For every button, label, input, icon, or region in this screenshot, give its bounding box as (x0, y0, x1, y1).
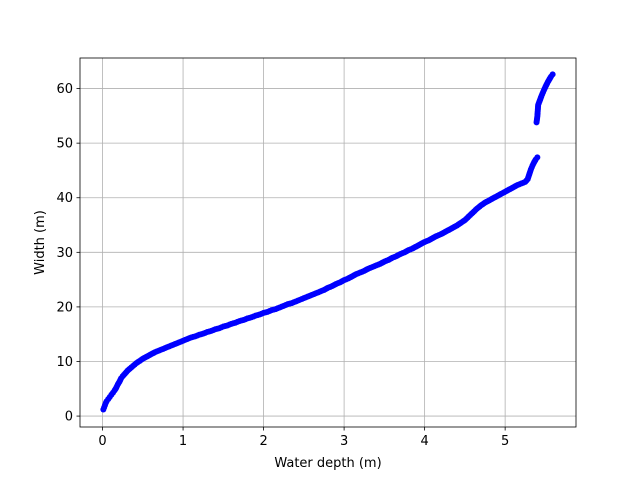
y-tick-label: 30 (56, 246, 73, 261)
x-tick-label: 0 (98, 434, 106, 449)
x-tick-label: 5 (501, 434, 509, 449)
y-tick-label: 0 (65, 410, 73, 425)
x-tick-label: 1 (179, 434, 187, 449)
x-tick-label: 4 (420, 434, 428, 449)
y-tick-label: 10 (56, 355, 73, 370)
y-tick-label: 60 (56, 82, 73, 97)
y-axis-label: Width (m) (33, 210, 48, 275)
y-tick-label: 50 (56, 137, 73, 152)
x-axis-label: Water depth (m) (274, 456, 381, 471)
y-tick-label: 40 (56, 191, 73, 206)
data-point (534, 154, 541, 161)
grid-lines (80, 58, 576, 427)
plot-frame (79, 57, 577, 428)
data-point (549, 71, 556, 78)
x-tick-label: 3 (340, 434, 348, 449)
scatter-points (100, 71, 556, 413)
y-tick-label: 20 (56, 300, 73, 315)
x-tick-label: 2 (259, 434, 267, 449)
